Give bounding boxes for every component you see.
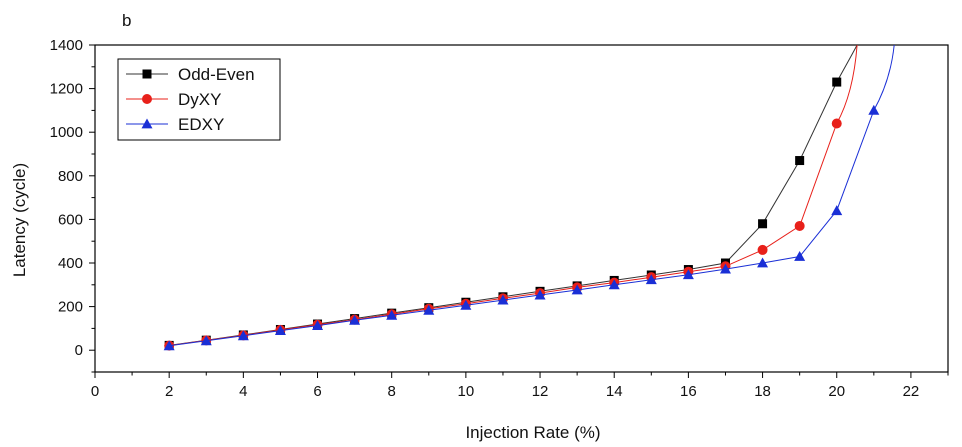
legend-label: DyXY (178, 90, 221, 109)
y-tick-label: 800 (58, 168, 83, 185)
x-tick-label: 2 (165, 383, 173, 400)
data-point (831, 118, 842, 129)
x-tick-label: 18 (754, 383, 771, 400)
data-point (386, 309, 398, 320)
data-point (757, 257, 769, 268)
data-point (571, 284, 583, 295)
x-tick-label: 12 (532, 383, 549, 400)
x-tick-label: 22 (903, 383, 920, 400)
data-point (274, 325, 286, 335)
plot-frame (94, 44, 949, 373)
legend-item: DyXY (126, 90, 221, 109)
legend-marker (142, 69, 152, 79)
legend-label: EDXY (178, 115, 224, 134)
data-point (831, 205, 843, 216)
data-point (608, 279, 620, 290)
y-axis-title: Latency (cycle) (10, 163, 29, 277)
series-layer (163, 44, 895, 351)
x-tick-label: 16 (680, 383, 697, 400)
legend-marker (142, 94, 152, 104)
y-tick-label: 200 (58, 299, 83, 316)
data-point (682, 269, 694, 280)
data-point (758, 219, 768, 229)
y-tick-label: 1400 (50, 37, 83, 54)
legend-marker (141, 118, 153, 129)
data-point (794, 220, 805, 231)
data-point (794, 250, 806, 261)
data-point (460, 299, 472, 310)
series-edxy (163, 44, 895, 351)
y-tick-label: 600 (58, 211, 83, 228)
y-tick-label: 400 (58, 255, 83, 272)
legend-label: Odd-Even (178, 65, 255, 84)
y-tick-label: 0 (75, 342, 83, 359)
legend-item: EDXY (126, 115, 224, 134)
x-tick-label: 4 (239, 383, 247, 400)
legend-item: Odd-Even (126, 65, 255, 84)
x-tick-label: 0 (91, 383, 99, 400)
data-point (237, 330, 249, 341)
data-point (200, 335, 212, 346)
data-point (719, 263, 731, 274)
x-tick-label: 10 (458, 383, 475, 400)
x-tick-label: 8 (388, 383, 396, 400)
data-point (868, 104, 880, 115)
data-point (534, 289, 546, 300)
data-point (757, 244, 768, 255)
data-point (163, 340, 175, 351)
data-point (795, 156, 805, 166)
x-tick-label: 20 (828, 383, 845, 400)
x-tick-label: 14 (606, 383, 623, 400)
panel-label: b (122, 11, 131, 30)
axes: 0 2 4 6 8 10 12 14 16 18 20 22 0 200 400 600 800 1000 1200… (50, 37, 949, 400)
legend: Odd-Even DyXY EDXY (117, 58, 281, 141)
data-point (312, 320, 324, 330)
y-tick-label: 1200 (50, 81, 83, 98)
data-point (349, 314, 361, 325)
data-point (423, 304, 435, 315)
data-point (497, 294, 509, 305)
data-point (645, 274, 657, 285)
y-tick-label: 1000 (50, 124, 83, 141)
data-point (832, 77, 842, 87)
x-tick-label: 6 (313, 383, 321, 400)
x-axis-title: Injection Rate (%) (465, 423, 600, 442)
